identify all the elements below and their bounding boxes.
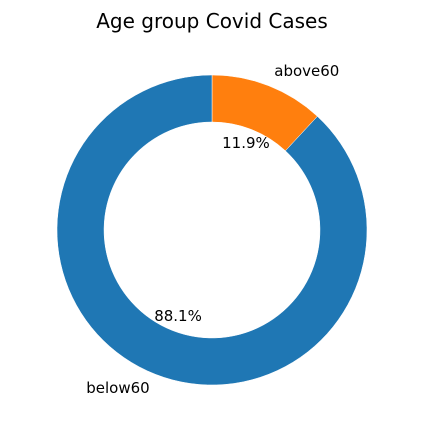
percent-label-above60: 11.9%	[222, 134, 270, 152]
percent-label-below60: 88.1%	[154, 307, 202, 325]
slice-below60	[56, 74, 368, 386]
slice-labels: above60 11.9% below60 88.1%	[86, 62, 339, 397]
category-label-above60: above60	[274, 62, 339, 80]
donut-slices	[56, 74, 368, 386]
chart-title: Age group Covid Cases	[96, 9, 328, 33]
category-label-below60: below60	[86, 379, 149, 397]
